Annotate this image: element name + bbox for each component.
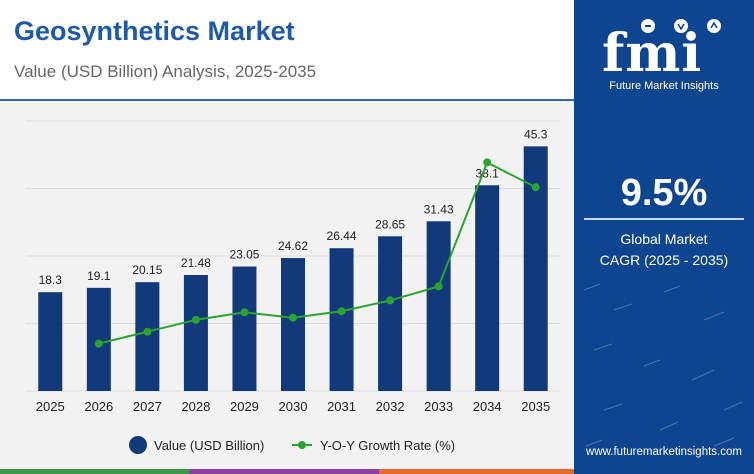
growth-point xyxy=(191,315,200,324)
logo-tagline: Future Market Insights xyxy=(609,80,719,92)
chart-svg: 18.3 2025 19.1 2026 20.15 2027 21.48 2028 23.05 2… xyxy=(26,120,560,454)
bar-value-label: 31.43 xyxy=(424,202,454,216)
legend-bar-swatch xyxy=(129,436,147,454)
growth-line xyxy=(98,161,537,345)
growth-point xyxy=(386,296,395,305)
bar-value-label: 24.62 xyxy=(278,239,308,253)
bar xyxy=(281,258,305,391)
header-divider xyxy=(0,99,574,101)
growth-point xyxy=(143,327,152,336)
logo-letters: fmi xyxy=(602,23,703,84)
x-tick-label: 2031 xyxy=(327,399,356,414)
bar xyxy=(232,266,257,391)
growth-point xyxy=(434,282,443,291)
cagr-value: 9.5% xyxy=(620,172,708,214)
page-title: Geosynthetics Market xyxy=(14,16,295,46)
bar-value-label: 38.1 xyxy=(476,166,500,180)
cagr-divider xyxy=(584,218,744,220)
bar xyxy=(135,282,160,391)
fmi-logo: fmi Future Market Insights xyxy=(574,14,754,96)
growth-point xyxy=(483,158,492,167)
cagr-label: Global Market CAGR (2025 - 2035) xyxy=(574,229,754,271)
sidebar-panel: fmi Future Market Insights 9.5% Global M… xyxy=(574,0,754,474)
x-tick-label: 2029 xyxy=(230,399,259,414)
bar-value-label: 23.05 xyxy=(229,248,259,262)
chart-area: 18.3 2025 19.1 2026 20.15 2027 21.48 2028 23.05 2… xyxy=(0,101,574,474)
bar xyxy=(378,236,403,391)
x-tick-label: 2030 xyxy=(279,399,308,414)
bar xyxy=(475,185,500,391)
growth-point xyxy=(531,183,540,192)
cagr-label-line1: Global Market xyxy=(620,231,708,247)
x-tick-label: 2032 xyxy=(376,399,405,414)
legend-line-label: Y-O-Y Growth Rate (%) xyxy=(320,438,455,453)
bar-value-label: 19.1 xyxy=(87,269,111,283)
bar xyxy=(329,248,354,391)
growth-point xyxy=(240,308,249,317)
bar xyxy=(86,287,111,391)
x-tick-label: 2027 xyxy=(133,399,162,414)
color-strip xyxy=(0,469,574,474)
x-tick-label: 2025 xyxy=(36,399,65,414)
bar xyxy=(38,292,63,391)
bar-value-label: 26.44 xyxy=(327,229,357,243)
legend-line-marker xyxy=(298,441,306,449)
growth-point xyxy=(337,307,346,316)
bar-value-label: 45.3 xyxy=(524,127,548,141)
bar-value-label: 20.15 xyxy=(132,263,162,277)
growth-point xyxy=(94,339,103,348)
texture-decoration xyxy=(583,283,743,447)
x-tick-label: 2028 xyxy=(181,399,210,414)
bar-value-label: 21.48 xyxy=(181,256,211,270)
x-tick-label: 2026 xyxy=(84,399,113,414)
bar-value-label: 28.65 xyxy=(375,217,405,231)
bar xyxy=(426,221,451,391)
cagr-label-line2: CAGR (2025 - 2035) xyxy=(599,252,729,268)
header: Geosynthetics Market Value (USD Billion)… xyxy=(0,0,574,100)
website-link[interactable]: www.futuremarketinsights.com xyxy=(586,446,742,458)
x-tick-label: 2034 xyxy=(473,399,502,414)
bar-value-label: 18.3 xyxy=(39,273,63,287)
growth-point xyxy=(289,313,297,322)
page-subtitle: Value (USD Billion) Analysis, 2025-2035 xyxy=(14,62,317,81)
logo-icons xyxy=(641,19,721,33)
x-tick-label: 2033 xyxy=(424,399,453,414)
bar xyxy=(183,275,208,391)
legend-bar-label: Value (USD Billion) xyxy=(154,438,264,453)
x-tick-label: 2035 xyxy=(521,399,550,414)
